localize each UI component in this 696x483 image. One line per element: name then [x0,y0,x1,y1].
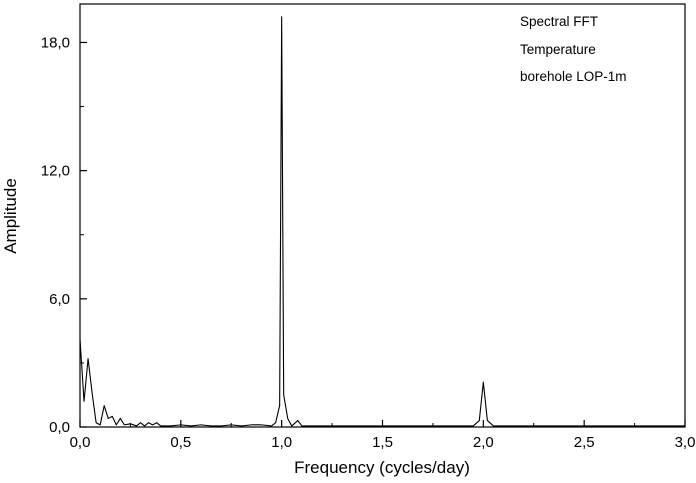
y-axis-label: Amplitude [1,178,20,254]
x-tick-label: 0,0 [70,434,91,451]
x-tick-label: 0,5 [170,434,191,451]
annotation-line-3: borehole LOP-1m [520,69,627,84]
y-tick-label: 18,0 [41,34,70,51]
x-tick-label: 1,0 [271,434,292,451]
annotation-line-2: Temperature [520,42,596,57]
series-line [79,16,685,427]
y-axis-ticks: 0,0 6,0 12,0 18,0 [41,34,87,436]
y-tick-label: 12,0 [41,163,70,180]
x-tick-label: 2,5 [574,434,595,451]
x-axis-ticks: 0,0 0,5 1,0 1,5 2,0 2,5 3,0 [70,420,696,451]
x-tick-label: 3,0 [675,434,696,451]
y-tick-label: 6,0 [49,291,70,308]
x-axis-label: Frequency (cycles/day) [294,458,470,477]
annotation-line-1: Spectral FFT [520,14,598,29]
y-tick-label: 0,0 [49,419,70,436]
x-tick-label: 1,5 [372,434,393,451]
x-tick-label: 2,0 [473,434,494,451]
plot-frame [79,3,686,428]
